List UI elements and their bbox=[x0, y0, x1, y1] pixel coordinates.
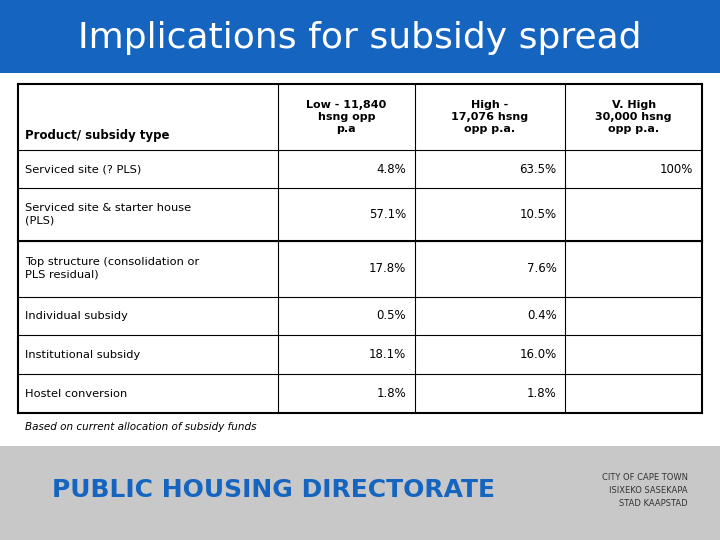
Text: Low - 11,840
hsng opp
p.a: Low - 11,840 hsng opp p.a bbox=[306, 100, 387, 133]
Bar bbox=[565, 84, 702, 150]
Text: 18.1%: 18.1% bbox=[369, 348, 406, 361]
Text: Individual subsidy: Individual subsidy bbox=[25, 311, 128, 321]
Bar bbox=[565, 335, 702, 374]
Bar bbox=[415, 335, 565, 374]
Text: Hostel conversion: Hostel conversion bbox=[25, 389, 127, 399]
Text: 0.5%: 0.5% bbox=[377, 309, 406, 322]
Text: High -
17,076 hsng
opp p.a.: High - 17,076 hsng opp p.a. bbox=[451, 100, 528, 133]
Bar bbox=[37, 485, 63, 505]
Bar bbox=[18, 335, 278, 374]
Bar bbox=[18, 84, 278, 150]
Text: 1.8%: 1.8% bbox=[377, 387, 406, 400]
Text: 7.6%: 7.6% bbox=[527, 262, 557, 275]
Bar bbox=[565, 150, 702, 188]
Bar bbox=[45, 494, 55, 505]
Bar bbox=[278, 188, 415, 241]
Text: Serviced site (? PLS): Serviced site (? PLS) bbox=[25, 164, 141, 174]
Bar bbox=[415, 374, 565, 413]
Bar bbox=[278, 374, 415, 413]
Text: Based on current allocation of subsidy funds: Based on current allocation of subsidy f… bbox=[25, 422, 257, 433]
Bar bbox=[278, 335, 415, 374]
Text: Top structure (consolidation or
PLS residual): Top structure (consolidation or PLS resi… bbox=[25, 258, 199, 280]
Text: Serviced site & starter house
(PLS): Serviced site & starter house (PLS) bbox=[25, 204, 192, 226]
Polygon shape bbox=[32, 468, 68, 487]
Bar bbox=[18, 188, 278, 241]
Text: 16.0%: 16.0% bbox=[519, 348, 557, 361]
Bar bbox=[565, 296, 702, 335]
Bar bbox=[18, 241, 278, 296]
Text: 100%: 100% bbox=[660, 163, 693, 176]
Bar bbox=[565, 374, 702, 413]
Bar bbox=[415, 84, 565, 150]
Text: 0.4%: 0.4% bbox=[527, 309, 557, 322]
Text: 57.1%: 57.1% bbox=[369, 208, 406, 221]
Bar bbox=[415, 296, 565, 335]
Bar bbox=[415, 241, 565, 296]
Bar bbox=[565, 188, 702, 241]
Text: CITY OF CAPE TOWN
ISIXEKO SASEKAPA
STAD KAAPSTAD: CITY OF CAPE TOWN ISIXEKO SASEKAPA STAD … bbox=[602, 472, 688, 508]
Text: Institutional subsidy: Institutional subsidy bbox=[25, 350, 140, 360]
Text: Implications for subsidy spread: Implications for subsidy spread bbox=[78, 21, 642, 55]
Bar bbox=[18, 296, 278, 335]
Bar bbox=[278, 84, 415, 150]
Bar bbox=[278, 150, 415, 188]
Text: 10.5%: 10.5% bbox=[519, 208, 557, 221]
Bar bbox=[278, 296, 415, 335]
Bar bbox=[565, 241, 702, 296]
Bar bbox=[415, 188, 565, 241]
Bar bbox=[18, 374, 278, 413]
Text: V. High
30,000 hsng
opp p.a.: V. High 30,000 hsng opp p.a. bbox=[595, 100, 672, 133]
Text: 1.8%: 1.8% bbox=[527, 387, 557, 400]
Text: 63.5%: 63.5% bbox=[519, 163, 557, 176]
Text: PUBLIC HOUSING DIRECTORATE: PUBLIC HOUSING DIRECTORATE bbox=[52, 478, 495, 502]
Text: Product/ subsidy type: Product/ subsidy type bbox=[25, 129, 170, 142]
Bar bbox=[278, 241, 415, 296]
Text: 17.8%: 17.8% bbox=[369, 262, 406, 275]
Bar bbox=[415, 150, 565, 188]
Circle shape bbox=[11, 452, 89, 530]
Bar bbox=[18, 150, 278, 188]
Text: 4.8%: 4.8% bbox=[377, 163, 406, 176]
